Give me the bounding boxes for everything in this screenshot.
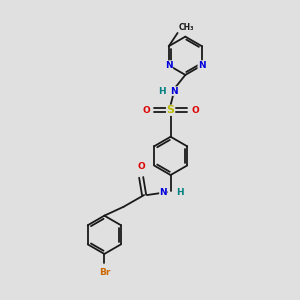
Text: S: S xyxy=(167,105,175,115)
Text: O: O xyxy=(142,106,150,115)
Text: H: H xyxy=(176,188,184,196)
Text: N: N xyxy=(165,61,172,70)
Text: Br: Br xyxy=(99,268,110,277)
Text: H: H xyxy=(159,87,166,96)
Text: O: O xyxy=(191,106,199,115)
Text: CH₃: CH₃ xyxy=(178,23,194,32)
Text: N: N xyxy=(198,61,206,70)
Text: N: N xyxy=(170,87,177,96)
Text: O: O xyxy=(137,163,145,172)
Text: N: N xyxy=(160,188,167,196)
